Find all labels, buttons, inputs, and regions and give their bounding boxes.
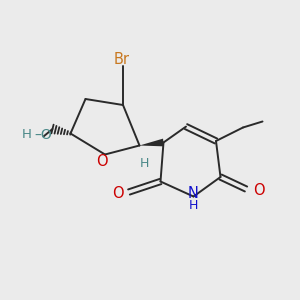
- Text: Br: Br: [113, 52, 130, 68]
- Text: H: H: [189, 199, 198, 212]
- Text: N: N: [188, 186, 199, 201]
- Text: O: O: [254, 183, 265, 198]
- Text: –O: –O: [34, 128, 52, 142]
- Text: H: H: [139, 157, 149, 170]
- Text: H: H: [22, 128, 32, 142]
- Text: O: O: [96, 154, 108, 169]
- Polygon shape: [140, 139, 164, 146]
- Text: O: O: [112, 186, 124, 201]
